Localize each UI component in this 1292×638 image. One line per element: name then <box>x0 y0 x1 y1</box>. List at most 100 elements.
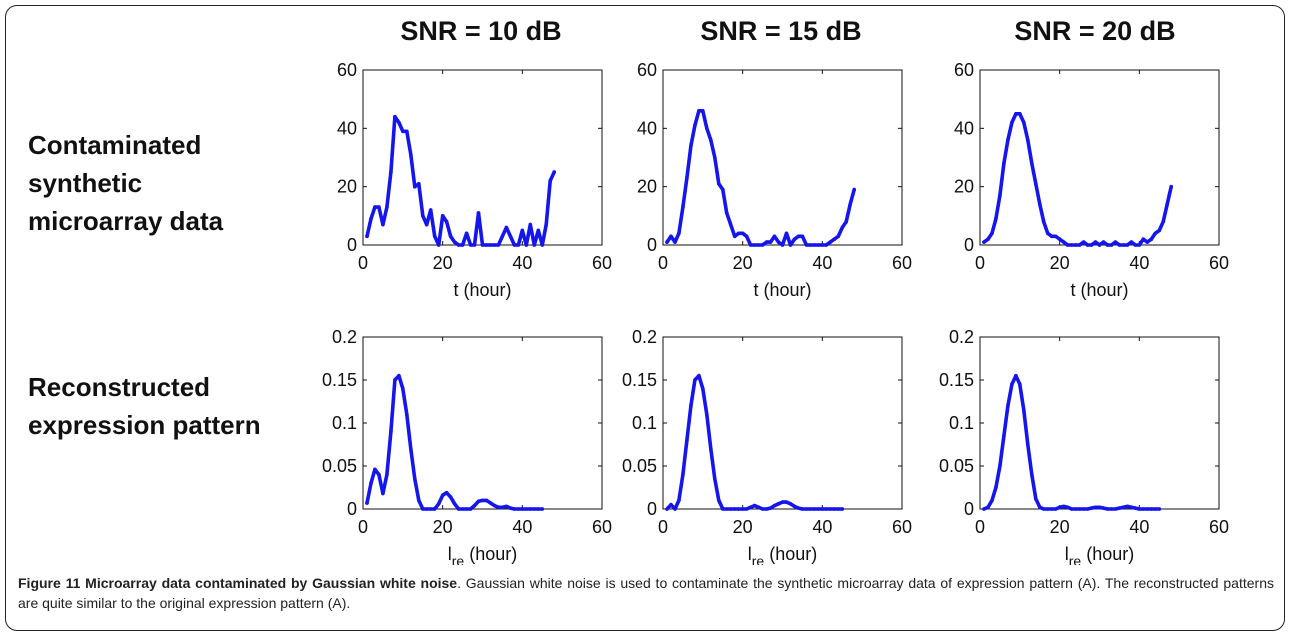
data-point <box>397 120 401 125</box>
data-point <box>1121 243 1126 247</box>
data-point <box>460 243 465 247</box>
data-point <box>1137 243 1142 247</box>
y-tick-label: 0.1 <box>632 413 657 433</box>
x-tick-label: 20 <box>433 253 453 273</box>
y-tick-label: 0.05 <box>622 456 657 476</box>
data-point <box>1081 240 1086 244</box>
data-point <box>428 507 433 511</box>
data-point <box>994 217 998 221</box>
series-line <box>365 114 557 247</box>
x-tick-label: 0 <box>975 253 985 273</box>
data-point <box>1157 507 1162 511</box>
y-tick-label: 0.2 <box>632 327 657 347</box>
y-tick-label: 0 <box>347 499 357 519</box>
y-tick-label: 0.2 <box>949 327 974 347</box>
data-point <box>1038 202 1042 206</box>
data-point <box>1061 504 1066 509</box>
data-point <box>540 507 545 511</box>
data-point <box>824 507 829 511</box>
data-point <box>1097 243 1102 247</box>
row-label-reconstructed: Reconstructed expression pattern <box>28 368 261 444</box>
column-title-snr-10: SNR = 10 dB <box>400 16 562 46</box>
y-tick-label: 40 <box>954 118 974 138</box>
data-point <box>792 504 797 509</box>
data-point <box>440 214 445 218</box>
data-point <box>389 170 393 174</box>
data-point <box>452 240 457 244</box>
data-point <box>1105 507 1110 511</box>
x-tick-label: 0 <box>658 517 668 537</box>
x-axis-label-subscript: re <box>1069 553 1082 565</box>
x-tick-label: 60 <box>892 517 912 537</box>
axes-box <box>979 69 1220 246</box>
data-point <box>1109 243 1114 247</box>
data-point <box>1073 507 1078 511</box>
y-tick-label: 0 <box>964 499 974 519</box>
data-point <box>1022 408 1026 412</box>
data-point <box>673 507 677 511</box>
x-axis-label-unit: (hour) <box>464 544 517 564</box>
data-point <box>1069 507 1074 511</box>
data-point <box>365 501 369 505</box>
data-point <box>701 109 705 113</box>
data-point <box>417 498 421 503</box>
data-point <box>1125 504 1130 509</box>
data-point <box>1169 184 1173 189</box>
plot-bottom-1: 0 20 40 60 0 0.05 0.1 0.15 0.2 lre (hour) <box>322 327 612 565</box>
data-point <box>828 240 833 244</box>
data-point <box>393 114 397 119</box>
data-point <box>1034 496 1038 501</box>
data-point <box>784 500 789 504</box>
data-point <box>385 205 389 209</box>
data-point <box>369 481 373 486</box>
data-point <box>709 138 713 142</box>
data-point <box>990 231 994 236</box>
data-point <box>1085 507 1090 511</box>
data-point <box>1113 240 1118 244</box>
data-point <box>512 243 517 247</box>
x-axis-label: t (hour) <box>453 280 511 300</box>
data-point <box>693 123 697 128</box>
data-point <box>1089 506 1094 510</box>
data-point <box>1026 442 1030 447</box>
data-point <box>1038 505 1042 510</box>
data-point <box>409 152 413 157</box>
data-point <box>1105 243 1110 247</box>
x-tick-label: 40 <box>1129 253 1149 273</box>
data-point <box>816 243 821 247</box>
data-point <box>840 507 845 511</box>
data-point <box>740 507 745 511</box>
data-point <box>496 505 501 510</box>
data-point <box>1117 243 1122 247</box>
data-point <box>713 477 717 481</box>
data-point <box>488 501 493 505</box>
data-point <box>532 243 537 247</box>
data-point <box>504 225 509 230</box>
data-point <box>480 498 485 503</box>
data-point <box>1053 234 1058 239</box>
data-point <box>800 234 805 239</box>
data-point <box>744 234 749 239</box>
data-point <box>681 205 685 209</box>
data-point <box>804 507 809 511</box>
data-point <box>504 504 509 509</box>
data-point <box>373 467 377 472</box>
data-point <box>1165 202 1169 206</box>
data-point <box>788 243 793 247</box>
x-tick-label: 60 <box>1209 517 1229 537</box>
x-tick-label: 0 <box>358 517 368 537</box>
data-point <box>1041 219 1046 224</box>
data-point <box>389 429 393 434</box>
x-axis-label-unit: (hour) <box>764 544 817 564</box>
data-point <box>724 211 729 215</box>
data-point <box>1101 240 1106 244</box>
data-point <box>728 507 733 511</box>
data-point <box>760 507 765 511</box>
data-point <box>824 243 829 247</box>
data-point <box>1157 228 1162 233</box>
row-label-line: Contaminated <box>28 130 202 160</box>
x-tick-label: 40 <box>1129 517 1149 537</box>
data-point <box>1030 161 1034 166</box>
x-tick-label: 60 <box>592 253 612 273</box>
data-point <box>520 507 525 511</box>
